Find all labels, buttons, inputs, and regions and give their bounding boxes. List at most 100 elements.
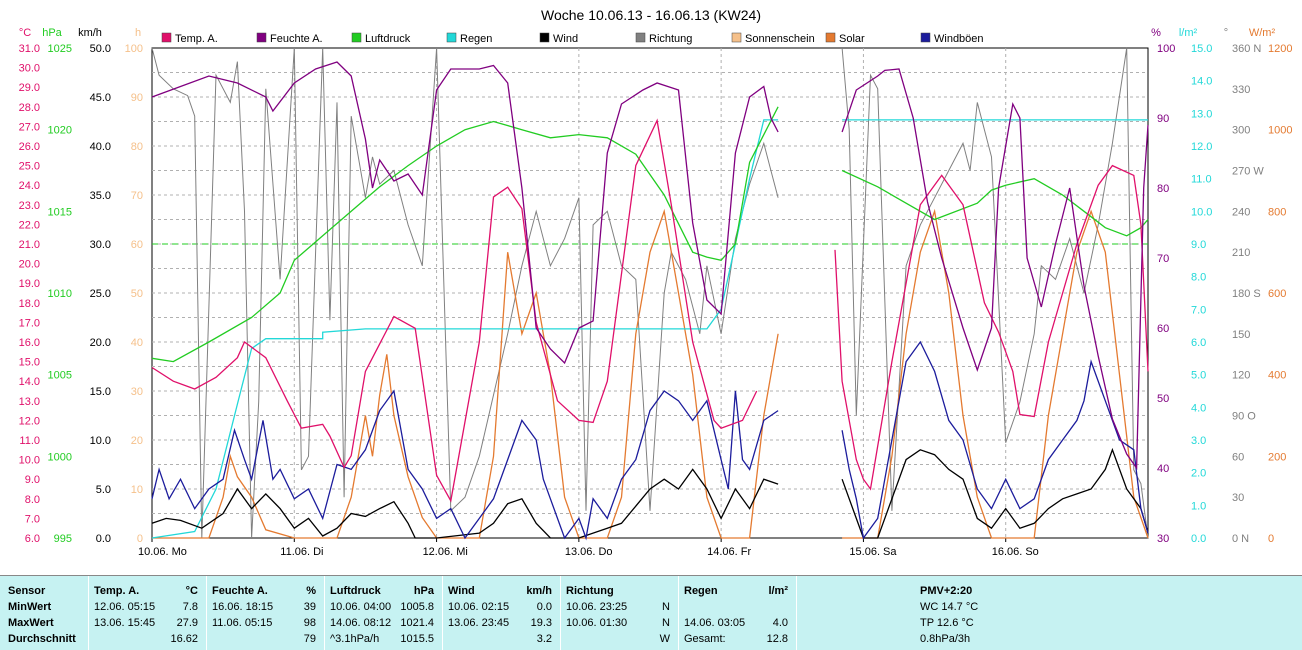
sun-axis-tick-label: 0: [137, 533, 143, 545]
rain-total-label: Gesamt:: [684, 633, 726, 645]
sun-axis-tick-label: 10: [131, 484, 143, 496]
x-tick-label: 10.06. Mo: [138, 546, 187, 558]
humidity-axis-tick-label: 50: [1157, 393, 1169, 405]
temp-avg-value: 16.62: [170, 633, 198, 645]
pressure-axis-tick-label: 1000: [48, 451, 72, 463]
temp-axis-tick-label: 25.0: [19, 161, 40, 173]
rain-axis-tick-label: 13.0: [1191, 108, 1212, 120]
temp-axis-tick-label: 30.0: [19, 63, 40, 75]
sun-axis-tick-label: 50: [131, 288, 143, 300]
rain-axis-tick-label: 3.0: [1191, 435, 1206, 447]
hum-min-value: 39: [303, 601, 316, 613]
dir-max-value: N: [662, 617, 670, 629]
rain-total-value: 12.8: [766, 633, 788, 645]
direction-axis-tick-label: 330: [1232, 84, 1250, 96]
temp-axis-tick-label: 28.0: [19, 102, 40, 114]
temp-axis-tick-label: 23.0: [19, 200, 40, 212]
pressure-axis-tick-label: 995: [54, 533, 72, 545]
dir-min-value: N: [662, 601, 670, 613]
direction-axis-tick-label: 240: [1232, 206, 1250, 218]
temp-axis-tick-label: 29.0: [19, 82, 40, 94]
sun-axis-tick-label: 30: [131, 386, 143, 398]
wind-axis-tick-label: 35.0: [90, 190, 111, 202]
legend-swatch: [446, 32, 457, 43]
header-press: Luftdruck: [330, 585, 381, 597]
sun-axis-tick-label: 20: [131, 435, 143, 447]
header-temp-unit: °C: [185, 585, 198, 597]
temp-axis-tick-label: 19.0: [19, 278, 40, 290]
wind-min-value: 0.0: [536, 601, 552, 613]
temp-max-time: 13.06. 15:45: [94, 617, 156, 629]
wind-axis-tick-label: 30.0: [90, 239, 111, 251]
temp-axis-tick-label: 14.0: [19, 376, 40, 388]
hum-min-time: 16.06. 18:15: [212, 601, 274, 613]
series-line-wind: [151, 447, 1149, 539]
series-line-solar: [152, 208, 1149, 539]
temp-axis-tick-label: 16.0: [19, 337, 40, 349]
axis-unit-label: h: [135, 27, 141, 39]
press-min-time: 10.06. 04:00: [330, 601, 392, 613]
x-tick-label: 14.06. Fr: [707, 546, 751, 558]
press-max-value: 1021.4: [400, 617, 434, 629]
wind-axis-tick-label: 50.0: [90, 43, 111, 55]
header-wind: Wind: [448, 585, 475, 597]
humidity-axis-tick-label: 90: [1157, 113, 1169, 125]
axis-unit-label: °C: [19, 27, 31, 39]
temp-axis-tick-label: 22.0: [19, 219, 40, 231]
series-lines: [151, 47, 1149, 541]
humidity-axis-tick-label: 80: [1157, 183, 1169, 195]
series-line-luftdruck: [151, 106, 1149, 363]
header-dir: Richtung: [566, 585, 614, 597]
axis-unit-label: l/m²: [1179, 27, 1198, 39]
solar-axis-tick-label: 1200: [1268, 43, 1292, 55]
x-tick-label: 16.06. So: [992, 546, 1039, 558]
series-line-regen: [151, 119, 1148, 539]
legend-label: Luftdruck: [365, 33, 411, 45]
row-label-max: MaxWert: [8, 617, 54, 629]
axis-unit-label: W/m²: [1249, 27, 1276, 39]
temp-axis-tick-label: 27.0: [19, 121, 40, 133]
rain-axis-tick-label: 14.0: [1191, 76, 1212, 88]
direction-axis-tick-label: 90 O: [1232, 411, 1256, 423]
legend-swatch: [351, 32, 362, 43]
rain-axis-tick-label: 10.0: [1191, 206, 1212, 218]
direction-axis-tick-label: 0 N: [1232, 533, 1249, 545]
temp-axis-tick-label: 26.0: [19, 141, 40, 153]
press-avg-value: 1015.5: [400, 633, 434, 645]
header-sensor: Sensor: [8, 585, 46, 597]
rain-axis-tick-label: 9.0: [1191, 239, 1206, 251]
rain-axis-tick-label: 2.0: [1191, 468, 1206, 480]
pmv-pressure-trend: 0.8hPa/3h: [920, 633, 971, 645]
pressure-axis-tick-label: 1010: [48, 288, 72, 300]
row-label-min: MinWert: [8, 601, 52, 613]
wind-avg-value: 3.2: [536, 633, 552, 645]
header-pmv: PMV+2:20: [920, 585, 973, 597]
solar-axis-tick-label: 800: [1268, 206, 1286, 218]
pressure-axis-tick-label: 1005: [48, 370, 72, 382]
x-tick-label: 13.06. Do: [565, 546, 613, 558]
pressure-axis-tick-label: 1025: [48, 43, 72, 55]
rain-axis-tick-label: 5.0: [1191, 370, 1206, 382]
weather-chart: Woche 10.06.13 - 16.06.13 (KW24) Temp. A…: [19, 7, 1293, 558]
rain-axis-tick-label: 4.0: [1191, 402, 1206, 414]
temp-axis-tick-label: 11.0: [19, 435, 40, 447]
temp-axis-tick-label: 17.0: [19, 317, 40, 329]
legend-swatch: [161, 32, 172, 43]
hum-max-time: 11.06. 05:15: [212, 617, 273, 629]
sun-axis-tick-label: 70: [131, 190, 143, 202]
direction-axis-tick-label: 150: [1232, 329, 1250, 341]
chart-title: Woche 10.06.13 - 16.06.13 (KW24): [541, 7, 761, 23]
rain-axis-tick-label: 15.0: [1191, 43, 1212, 55]
legend-label: Sonnenschein: [745, 33, 815, 45]
rain-axis-tick-label: 0.0: [1191, 533, 1206, 545]
direction-axis-tick-label: 120: [1232, 370, 1250, 382]
row-label-avg: Durchschnitt: [8, 633, 76, 645]
wind-max-time: 13.06. 23:45: [448, 617, 510, 629]
legend-label: Richtung: [649, 33, 692, 45]
temp-axis-tick-label: 12.0: [19, 415, 40, 427]
sun-axis-tick-label: 90: [131, 92, 143, 104]
header-rain-unit: l/m²: [768, 585, 788, 597]
series-line-feuchte-a: [151, 61, 1149, 470]
pmv-windchill: WC 14.7 °C: [920, 601, 979, 613]
header-rain: Regen: [684, 585, 718, 597]
